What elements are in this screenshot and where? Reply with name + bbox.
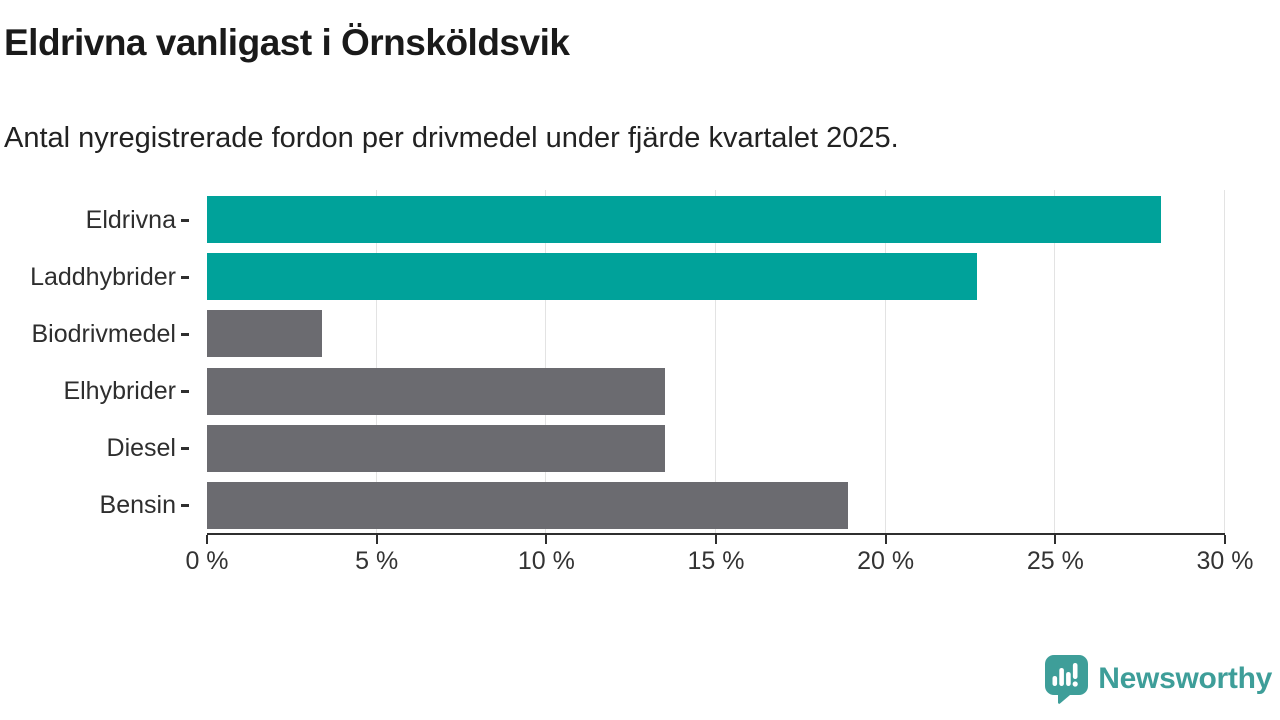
x-axis-tick-label: 15 %	[687, 547, 745, 575]
x-axis-tick-5	[375, 535, 378, 544]
y-axis-tick-bensin	[181, 504, 189, 508]
newsworthy-logo-text: Newsworthy	[1098, 662, 1272, 695]
bar-diesel	[207, 424, 666, 472]
bar-biodrivmedel	[207, 310, 323, 358]
gridline-20	[884, 190, 886, 533]
chart-title: Eldrivna vanligast i Örnsköldsvik	[4, 22, 570, 63]
category-label-biodrivmedel: Biodrivmedel	[31, 319, 176, 348]
gridline-10	[545, 190, 547, 533]
x-axis-tick-20	[884, 535, 887, 544]
x-axis-tick-label: 10 %	[517, 547, 575, 575]
x-axis-tick-10	[545, 535, 548, 544]
x-axis-line	[207, 533, 1225, 535]
x-axis-tick-label: 25 %	[1026, 547, 1084, 575]
gridline-15	[715, 190, 716, 533]
y-axis-tick-elhybrider	[181, 390, 189, 393]
x-axis-tick-label: 30 %	[1196, 547, 1254, 575]
category-label-eldrivna: Eldrivna	[85, 205, 176, 234]
bar-elhybrider	[207, 367, 666, 415]
y-axis-tick-biodrivmedel	[181, 332, 189, 336]
bar-laddhybrider	[207, 253, 978, 301]
category-label-elhybrider: Elhybrider	[63, 377, 176, 405]
newsworthy-logo: Newsworthy	[1044, 654, 1272, 704]
x-axis-tick-0	[206, 535, 208, 544]
category-label-laddhybrider: Laddhybrider	[30, 262, 176, 291]
y-axis-tick-diesel	[181, 447, 189, 451]
category-label-diesel: Diesel	[106, 434, 176, 463]
bar-bensin	[207, 481, 849, 529]
x-axis-tick-label: 5 %	[355, 547, 399, 575]
chart-subtitle: Antal nyregistrerade fordon per drivmede…	[4, 122, 899, 154]
gridline-30	[1224, 190, 1225, 533]
x-axis-tick-15	[715, 535, 717, 544]
bar-chart-plot-area: 0 % 5 % 10 % 15 % 20 % 25 % 30 %	[185, 190, 1253, 575]
bar-eldrivna	[207, 196, 1161, 243]
gridline-25	[1054, 190, 1056, 533]
x-axis-tick-label: 20 %	[857, 547, 915, 575]
y-axis-tick-laddhybrider	[181, 275, 189, 279]
x-axis-tick-label: 0 %	[185, 547, 229, 575]
x-axis-tick-30	[1224, 535, 1226, 544]
y-axis-tick-eldrivna	[181, 218, 189, 222]
x-axis-tick-25	[1054, 535, 1057, 544]
gridline-5	[375, 190, 377, 533]
newsworthy-logo-icon	[1045, 655, 1089, 704]
category-label-bensin: Bensin	[99, 491, 176, 520]
